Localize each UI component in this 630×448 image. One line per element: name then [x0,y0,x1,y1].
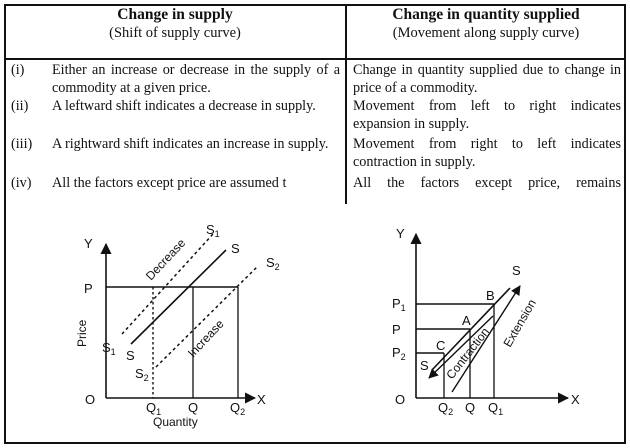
supply-curve-s2 [155,265,259,368]
row-left-text: Either an increase or decrease in the su… [52,62,340,96]
q-label: Q [188,400,198,415]
extension-label: Extension [500,297,538,350]
point-c: C [436,338,445,353]
row-right-text: Movement from right to left indicates co… [353,136,621,170]
right-header-title: Change in quantity supplied [392,6,580,23]
right-header: Change in quantity supplied (Movement al… [347,6,625,42]
row-number: (iv) [11,175,32,191]
left-header-subtitle: (Shift of supply curve) [109,25,241,41]
left-origin: O [85,392,95,407]
row-number: (i) [11,62,25,78]
right-x-label: X [571,392,580,407]
q2-label: Q2 [230,400,245,417]
supply-curve-s [130,249,227,345]
comparison-table [4,4,626,444]
supply-curve [431,287,511,371]
row-right-text: Movement from left to right indicates ex… [353,98,621,132]
left-y-label: Y [84,236,93,251]
s-bottom-label-r: S [420,358,429,373]
contraction-arrow [428,315,494,379]
q1-label: Q1 [146,400,161,417]
point-a: A [462,313,471,328]
s1-top-label: S1 [206,222,220,239]
row-left-text: All the factors except price are assumed… [52,175,287,191]
left-supply-graph: Y X O P Price Quantity S1 S S2 S1 S S2 D… [75,222,280,429]
s2-top-label: S2 [266,255,280,272]
q1-label-r: Q1 [488,400,503,417]
s-bottom-label: S [126,348,135,363]
q-label-r: Q [465,400,475,415]
q2-label-r: Q2 [438,400,453,417]
left-p-label: P [84,281,93,296]
right-y-label: Y [396,226,405,241]
increase-label: Increase [185,317,227,360]
left-price-label: Price [75,319,89,347]
row-right-text: Change in quantity supplied due to chang… [353,62,621,96]
s-top-label-r: S [512,263,521,278]
row-left-text: A leftward shift indicates a decrease in… [52,98,316,114]
right-header-subtitle: (Movement along supply curve) [392,25,580,41]
left-header-title: Change in supply [117,6,233,23]
p1-label: P1 [392,296,406,313]
supply-curve-s1 [121,233,214,335]
left-header: Change in supply (Shift of supply curve) [6,6,344,42]
s-top-label: S [231,241,240,256]
row-number: (iii) [11,136,33,152]
right-origin: O [395,392,405,407]
point-b: B [486,288,495,303]
left-x-label: X [257,392,266,407]
row-right-text: All the factors except price, remains [353,175,621,191]
s2-bottom-label: S2 [135,366,149,383]
header-divider [4,58,626,60]
decrease-label: Decrease [143,236,188,283]
left-quantity-label: Quantity [153,415,198,429]
row-left-text: A rightward shift indicates an increase … [52,136,329,152]
row-number: (ii) [11,98,29,114]
p-label-r: P [392,322,401,337]
extension-arrow [451,285,521,393]
p2-label: P2 [392,345,406,362]
right-supply-graph: Y X O P1 P P2 B A C S S Contraction Exte… [392,226,580,417]
column-divider [345,4,347,204]
s1-bottom-label: S1 [102,340,116,357]
